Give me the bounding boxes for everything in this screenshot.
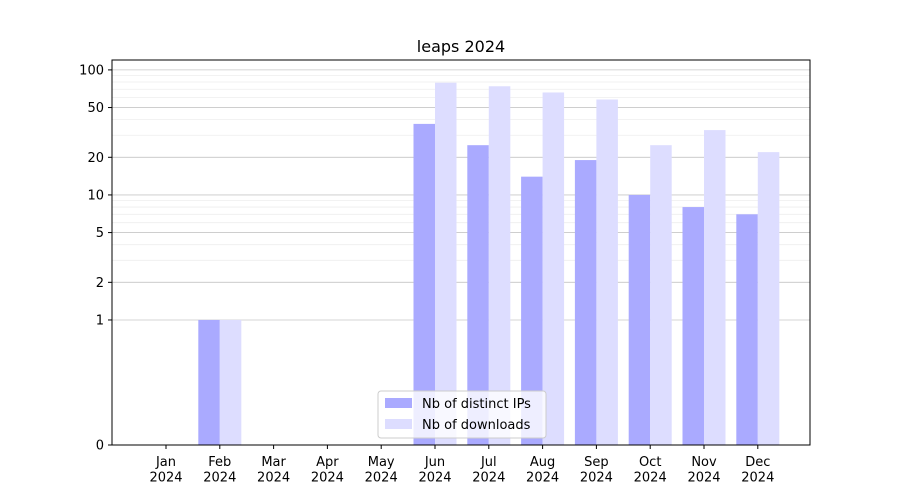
x-tick-label: Sep [584,455,609,470]
bar-downloads [596,99,618,446]
grid-lines [112,69,810,321]
bar-distinct-ips [413,123,435,445]
bar-downloads [219,319,242,445]
x-tick-label: Jun [424,455,445,470]
bar-distinct-ips [628,194,651,445]
y-tick-label: 50 [87,101,104,116]
x-tick-label: Oct [639,455,661,470]
x-tick-label: Apr [316,455,339,470]
y-tick-label: 100 [79,63,104,78]
x-tick-label: Nov [691,455,717,470]
x-tick-label: 2024 [311,471,344,486]
bar-distinct-ips [736,214,758,445]
y-tick-label: 5 [96,226,104,241]
bars [198,82,780,446]
x-tick-label: Aug [530,455,555,470]
legend-swatch-distinct-ips [385,398,412,408]
x-tick-label: 2024 [257,471,290,486]
legend-label-downloads: Nb of downloads [422,418,531,433]
bar-distinct-ips [682,207,704,445]
x-tick-label: 2024 [687,471,720,486]
chart-title: leaps 2024 [417,37,505,56]
x-tick-label: 2024 [418,471,451,486]
bar-downloads [435,82,457,445]
x-tick-label: 2024 [526,471,559,486]
legend-swatch-downloads [385,419,412,429]
legend-label-distinct-ips: Nb of distinct IPs [422,397,531,412]
y-tick-label: 1 [96,313,104,328]
bar-downloads [757,152,780,445]
x-tick-label: Jan [155,455,176,470]
bar-downloads [488,86,511,445]
x-tick-label: Feb [208,455,231,470]
bar-downloads [650,145,672,445]
bar-distinct-ips [198,319,220,445]
y-tick-label: 10 [87,188,104,203]
legend-frame [377,390,547,439]
y-axis: 0 1 2 5 10 20 50 100 [79,63,112,454]
bar-distinct-ips [521,176,543,445]
x-tick-label: 2024 [203,471,236,486]
y-tick-label: 2 [96,276,104,291]
plot-area-frame [111,59,811,446]
legend: Nb of distinct IPs Nb of downloads [377,390,547,439]
bar-distinct-ips [467,145,489,445]
x-tick-label: May [368,455,395,470]
x-tick-label: Mar [261,455,286,470]
y-tick-label: 0 [96,439,104,454]
x-tick-label: 2024 [365,471,398,486]
x-axis: Jan2024Feb2024Mar2024Apr2024May2024Jun20… [149,445,774,486]
x-tick-label: Dec [745,455,770,470]
x-tick-label: 2024 [149,471,182,486]
bar-downloads [542,92,565,446]
y-tick-label: 20 [87,151,104,166]
bar-downloads [704,130,726,445]
bar-distinct-ips [574,160,597,445]
x-tick-label: 2024 [472,471,505,486]
x-tick-label: 2024 [634,471,667,486]
x-tick-label: 2024 [580,471,613,486]
x-tick-label: Jul [480,455,497,470]
x-tick-label: 2024 [741,471,774,486]
